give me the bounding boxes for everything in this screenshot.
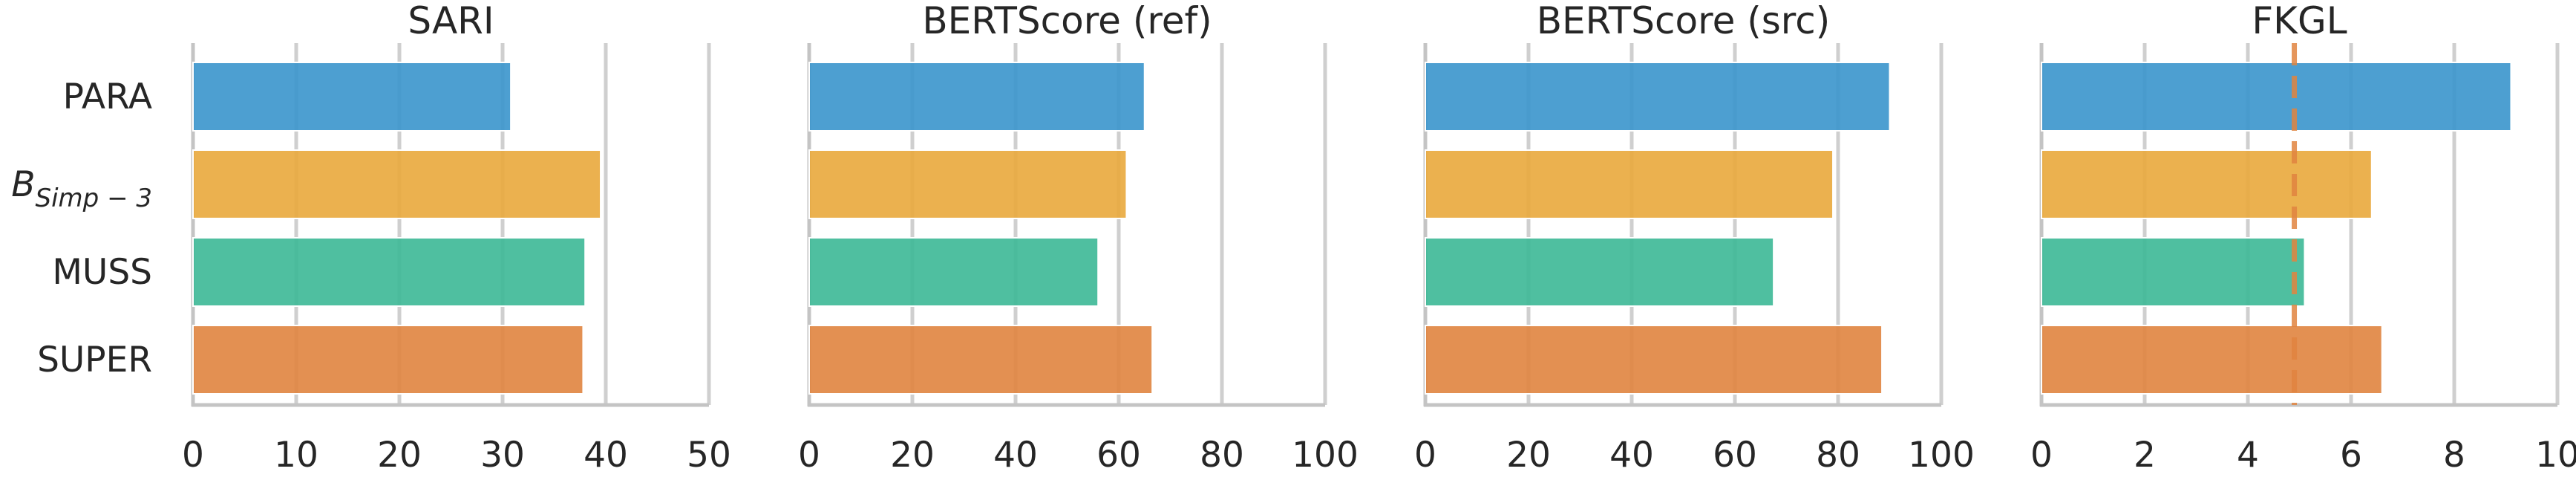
tick-label-1-2: 40 (993, 435, 1038, 476)
bar-1-2 (808, 237, 1099, 307)
panel-title-2: BERTScore (src) (1537, 0, 1830, 42)
tick-label-3-4: 8 (2443, 435, 2465, 476)
category-label-subscript: Simp − 3 (36, 184, 152, 213)
bar-2-1 (1425, 149, 1834, 219)
panel-title-3: FKGL (2252, 0, 2347, 42)
bar-3-2 (2041, 237, 2306, 307)
bar-0-0 (192, 62, 512, 132)
tick-label-2-2: 40 (1609, 435, 1654, 476)
tick-label-3-1: 2 (2134, 435, 2156, 476)
category-label-text: SUPER (37, 340, 152, 380)
bar-0-2 (192, 237, 586, 307)
tick-label-2-0: 0 (1414, 435, 1436, 476)
bar-1-0 (808, 62, 1145, 132)
tick-label-1-1: 20 (890, 435, 935, 476)
bar-2-0 (1425, 62, 1891, 132)
category-label-0: PARA (63, 77, 152, 117)
tick-label-0-2: 20 (377, 435, 422, 476)
bar-3-1 (2041, 149, 2373, 219)
bar-3-0 (2041, 62, 2512, 132)
panel-title-1: BERTScore (ref) (922, 0, 1212, 42)
bar-1-1 (808, 149, 1128, 219)
panel-title-0: SARI (408, 0, 494, 42)
tick-label-1-4: 80 (1200, 435, 1244, 476)
category-label-2: MUSS (52, 252, 152, 293)
tick-label-0-5: 50 (687, 435, 731, 476)
category-label-text: B (11, 164, 35, 205)
tick-label-3-2: 4 (2237, 435, 2259, 476)
tick-label-2-4: 80 (1816, 435, 1860, 476)
bar-2-2 (1425, 237, 1775, 307)
tick-label-0-4: 40 (583, 435, 628, 476)
tick-label-3-5: 10 (2535, 435, 2576, 476)
tick-label-3-0: 0 (2030, 435, 2053, 476)
tick-label-1-3: 60 (1096, 435, 1141, 476)
tick-label-1-5: 100 (1292, 435, 1359, 476)
category-label-text: PARA (63, 77, 152, 117)
tick-label-2-5: 100 (1908, 435, 1975, 476)
bar-0-3 (192, 325, 584, 395)
bar-2-3 (1425, 325, 1883, 395)
tick-label-0-1: 10 (274, 435, 318, 476)
tick-label-1-0: 0 (798, 435, 820, 476)
tick-label-0-3: 30 (480, 435, 525, 476)
category-label-1: BSimp − 3 (11, 164, 152, 213)
tick-label-0-0: 0 (182, 435, 204, 476)
bar-1-3 (808, 325, 1154, 395)
category-label-text: MUSS (52, 252, 152, 293)
tick-label-2-1: 20 (1506, 435, 1551, 476)
tick-label-2-3: 60 (1713, 435, 1757, 476)
tick-label-3-3: 6 (2340, 435, 2362, 476)
bar-3-3 (2041, 325, 2383, 395)
bar-0-1 (192, 149, 602, 219)
category-label-3: SUPER (37, 340, 152, 380)
